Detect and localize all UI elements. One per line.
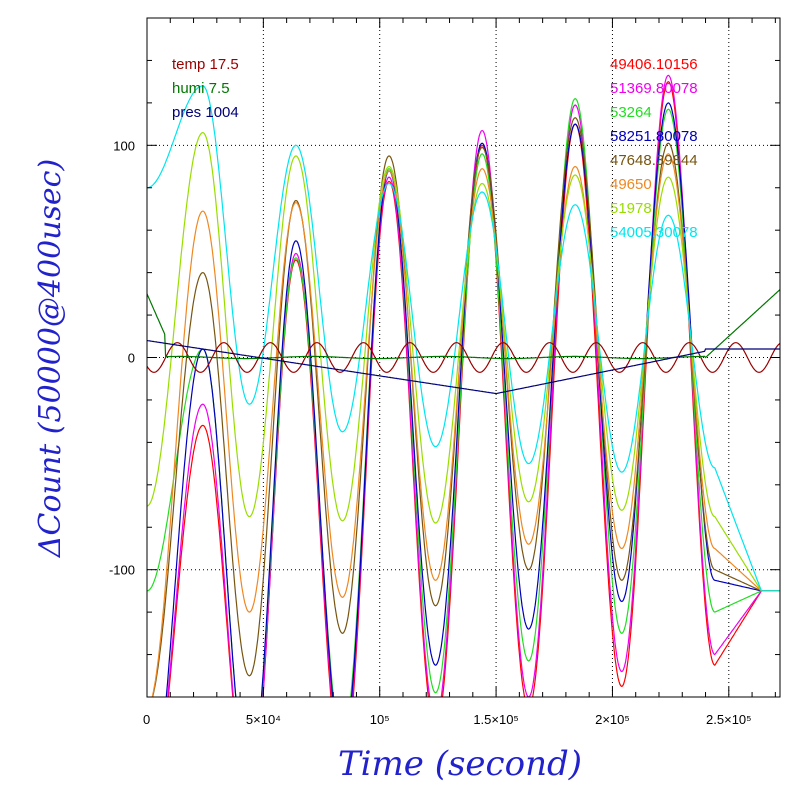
legend-entry: 49650 <box>610 176 652 193</box>
x-tick-label: 5×10⁴ <box>246 712 281 727</box>
series-line <box>165 102 780 697</box>
x-tick-label: 2×10⁵ <box>595 712 630 727</box>
legend-entry: 47648.39844 <box>610 152 698 169</box>
x-tick-label: 10⁵ <box>370 712 390 727</box>
x-tick-label: 0 <box>143 712 150 727</box>
series-line <box>147 85 780 592</box>
series-line <box>151 153 780 697</box>
x-tick-labels: 0 5×10⁴ 10⁵ 1.5×10⁵ 2×10⁵ 2.5×10⁵ <box>143 712 752 727</box>
y-tick-label: 100 <box>113 138 135 153</box>
legend-left: temp 17.5 humi 7.5 pres 1004 <box>172 56 239 121</box>
legend-entry: 54005.30078 <box>610 224 698 241</box>
series-line <box>147 131 780 592</box>
series-line <box>147 339 780 395</box>
x-axis-title: Time (second) <box>338 744 582 784</box>
y-tick-label: -100 <box>109 563 135 578</box>
legend-entry: 49406.10156 <box>610 56 698 73</box>
legend-entry: 51369.80078 <box>610 80 698 97</box>
legend-entry: pres 1004 <box>172 104 239 121</box>
y-tick-label: 0 <box>128 351 135 366</box>
x-tick-label: 2.5×10⁵ <box>706 712 752 727</box>
y-axis-title: ΔCount (50000@400usec) <box>33 159 68 558</box>
series-line <box>147 97 780 697</box>
legend-entry: 58251.80078 <box>610 128 698 145</box>
legend-entry: 51978 <box>610 200 652 217</box>
legend-right: 49406.10156 51369.80078 53264 58251.80078 47… <box>610 56 698 241</box>
legend-entry: temp 17.5 <box>172 56 239 73</box>
series-line <box>147 342 780 373</box>
series-group <box>147 74 780 697</box>
tick-marks <box>146 17 780 698</box>
legend-entry: 53264 <box>610 104 652 121</box>
x-tick-label: 1.5×10⁵ <box>473 712 519 727</box>
y-tick-labels: -100 0 100 <box>109 138 135 577</box>
legend-entry: humi 7.5 <box>172 80 230 97</box>
